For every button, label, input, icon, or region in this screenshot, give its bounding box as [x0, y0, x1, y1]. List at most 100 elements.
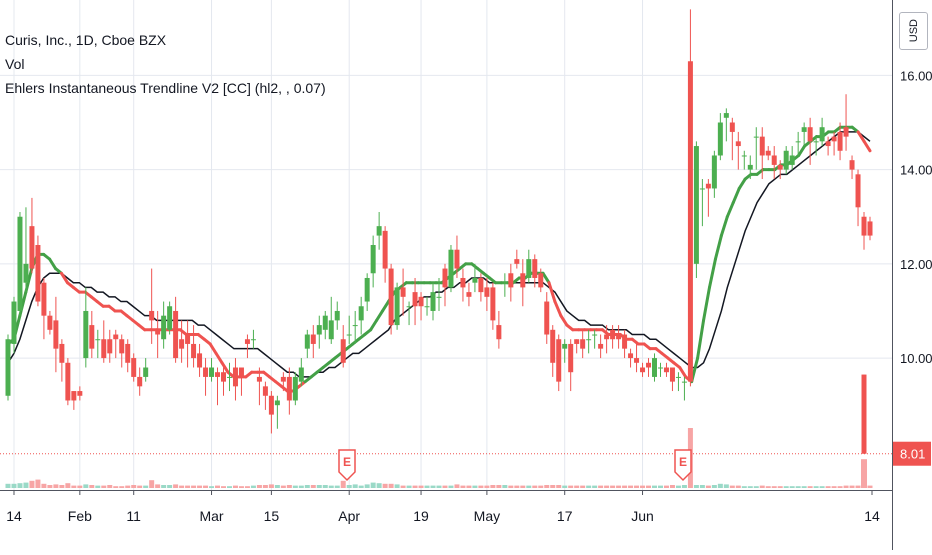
volume-bar	[382, 483, 388, 488]
x-tick-label: Feb	[68, 508, 92, 524]
x-tick-label: Jun	[631, 508, 654, 524]
grid	[0, 0, 892, 490]
volume-bar	[340, 480, 346, 488]
trendline-segment	[702, 285, 711, 322]
volume-bar	[867, 485, 873, 488]
volume-bar	[442, 485, 448, 488]
trendline-segment	[60, 271, 69, 285]
candle-body	[604, 334, 610, 340]
candle-body	[622, 334, 628, 349]
volume-bar	[562, 485, 568, 488]
legend-symbol[interactable]: Curis, Inc., 1D, Cboe BZX	[5, 32, 167, 48]
trendline-segment	[381, 300, 390, 313]
candle-body	[436, 296, 442, 298]
volume-bar	[53, 484, 59, 488]
volume-bar	[107, 485, 113, 488]
candle-body	[215, 372, 221, 377]
candle-body	[65, 362, 71, 401]
trendline-segment	[541, 271, 551, 285]
candle-body	[496, 325, 502, 340]
volume-bar	[274, 485, 280, 488]
candle-body	[322, 315, 328, 330]
candle-body	[53, 320, 59, 349]
volume-bar	[5, 483, 11, 488]
candle-body	[226, 376, 232, 378]
volume-bar	[753, 486, 759, 488]
currency-button[interactable]: USD	[899, 12, 928, 50]
candle-body	[729, 122, 735, 132]
last-price-tag	[893, 441, 931, 466]
volume-bar	[472, 485, 478, 488]
volume-bar	[759, 485, 765, 488]
candle-body	[119, 339, 125, 354]
volume-bar	[813, 486, 819, 488]
candle-body	[747, 164, 753, 170]
volume-bar	[376, 483, 382, 488]
volume-bar	[843, 485, 849, 488]
candle-body	[831, 136, 837, 142]
volume-bar	[167, 485, 173, 488]
volume-bar	[101, 485, 107, 488]
volume-bar	[508, 485, 514, 488]
volume-bar	[334, 485, 340, 488]
volume-bar	[657, 485, 663, 488]
volume-bar	[550, 485, 556, 488]
volume-bar	[496, 485, 502, 488]
candle-body	[185, 334, 191, 344]
volume-bar	[544, 485, 550, 488]
trendline-segment	[856, 130, 866, 143]
volume-bar	[681, 485, 687, 488]
candle-body	[574, 339, 580, 344]
candle-body	[867, 221, 873, 236]
candle-body	[232, 367, 238, 387]
trendline-segment	[18, 290, 28, 318]
candle-body	[532, 259, 538, 278]
candle-body	[5, 339, 11, 396]
candle-body	[71, 391, 77, 401]
volume-bar	[418, 485, 424, 488]
volume-bar	[831, 486, 837, 488]
candle-body	[286, 376, 292, 401]
candle-body	[191, 343, 197, 359]
volume-bar	[538, 485, 544, 488]
candle-body	[83, 310, 89, 359]
volume-bar	[837, 486, 843, 488]
candle-body	[759, 136, 765, 156]
trendline-segment	[24, 267, 34, 294]
candle-body	[580, 339, 586, 349]
volume-bar	[646, 485, 652, 488]
candle-body	[825, 141, 831, 147]
volume-bar	[155, 484, 161, 488]
volume-bar	[604, 485, 610, 488]
volume-bar	[580, 485, 586, 488]
candle-body	[616, 334, 622, 340]
candle-body	[687, 61, 693, 382]
candles	[5, 9, 873, 454]
candle-body	[681, 381, 687, 383]
volume-bar	[203, 485, 209, 488]
candle-body	[675, 376, 681, 378]
volume-bar-last	[861, 459, 867, 488]
volume-bar	[400, 485, 406, 488]
trendline-segment	[713, 234, 723, 261]
candle-body	[197, 353, 203, 368]
volume-bar	[622, 485, 628, 488]
legend-volume[interactable]: Vol	[5, 56, 25, 72]
y-tick-label: 16.00	[900, 68, 932, 83]
volume-bar	[628, 485, 634, 488]
trendline-segment	[369, 318, 379, 332]
candle-body	[544, 301, 550, 335]
volume-bar	[370, 482, 376, 488]
earnings-marker[interactable]: E	[674, 449, 692, 482]
candle-body	[795, 141, 801, 143]
legend-indicator[interactable]: Ehlers Instantaneous Trendline V2 [CC] (…	[5, 80, 326, 96]
volume-bar	[298, 485, 304, 488]
x-tick-label: 17	[557, 508, 573, 524]
earnings-marker[interactable]: E	[338, 449, 356, 482]
candle-body	[179, 339, 185, 349]
candle-body	[508, 273, 514, 288]
candle-body	[628, 353, 634, 359]
